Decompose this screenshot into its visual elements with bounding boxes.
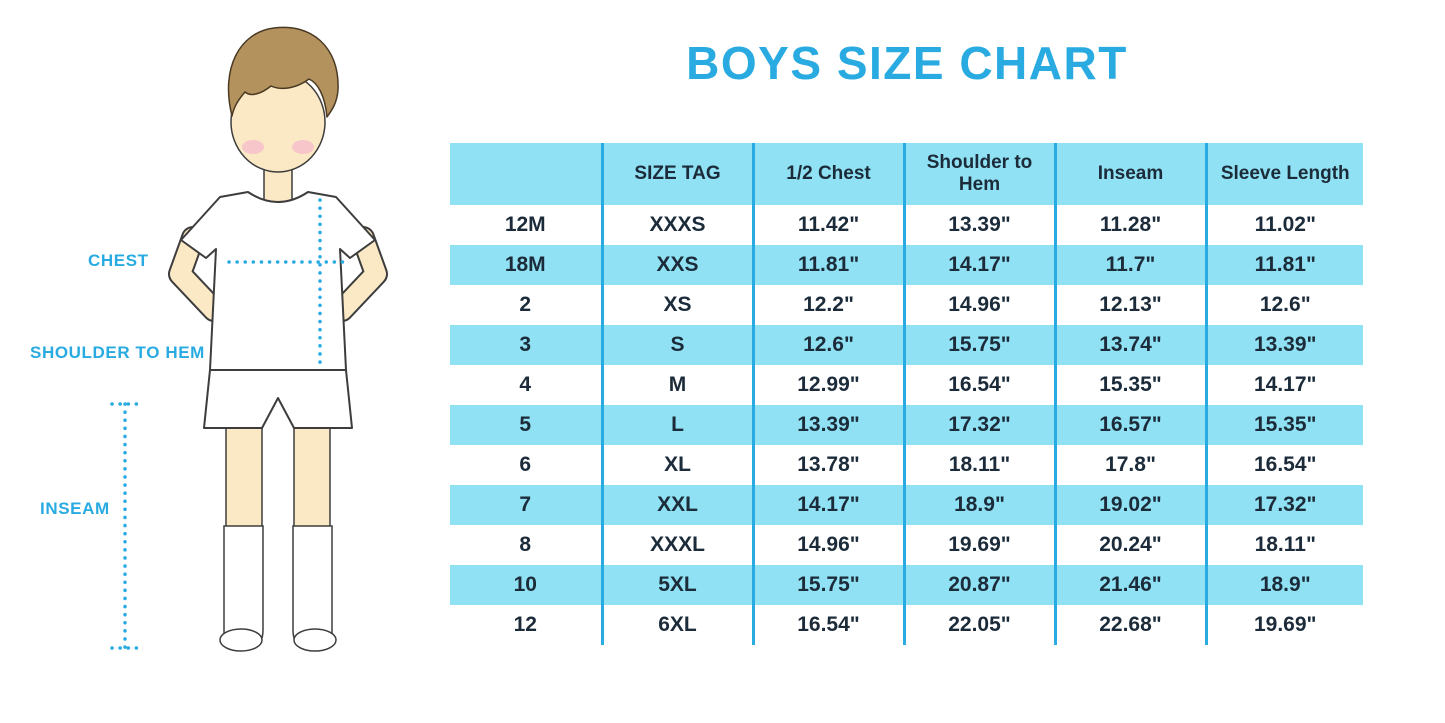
measurement-cell: L bbox=[600, 405, 753, 445]
table-row: 2 XS 12.2" 14.96" 12.13" 12.6" bbox=[450, 285, 1363, 325]
measurement-cell: 14.96" bbox=[902, 285, 1055, 325]
size-label-cell: 10 bbox=[513, 573, 537, 596]
column-header-inseam: Inseam bbox=[1053, 143, 1206, 205]
table-row: 4 M 12.99" 16.54" 15.35" 14.17" bbox=[450, 365, 1363, 405]
measurement-cell: 13.39" bbox=[902, 205, 1055, 245]
measurement-cell: 20.24" bbox=[1053, 525, 1206, 565]
measurement-cell: 22.68" bbox=[1053, 605, 1206, 645]
measurement-cell: 21.46" bbox=[1053, 565, 1206, 605]
measurement-cell: 18.9" bbox=[902, 485, 1055, 525]
measurement-cell: 19.02" bbox=[1053, 485, 1206, 525]
measurement-cell: M bbox=[600, 365, 753, 405]
table-row: 7 XXL 14.17" 18.9" 19.02" 17.32" bbox=[450, 485, 1363, 525]
measurement-cell: XXS bbox=[600, 245, 753, 285]
measurement-cell: 18.9" bbox=[1204, 565, 1363, 605]
measurement-cell: 13.78" bbox=[751, 445, 904, 485]
measurement-cell: 13.39" bbox=[1204, 325, 1363, 365]
column-header-sleeve-length: Sleeve Length bbox=[1204, 143, 1363, 205]
size-table-header: SIZE TAG 1/2 Chest Shoulder to Hem Insea… bbox=[450, 143, 1363, 205]
size-label-cell: 3 bbox=[519, 333, 532, 356]
measurement-cell: 5XL bbox=[600, 565, 753, 605]
size-label-cell: 7 bbox=[519, 493, 532, 516]
measurement-cell: 12.6" bbox=[1204, 285, 1363, 325]
measurement-cell: 22.05" bbox=[902, 605, 1055, 645]
measurement-cell: 15.75" bbox=[751, 565, 904, 605]
measurement-cell: 14.17" bbox=[902, 245, 1055, 285]
measurement-cell: 12.13" bbox=[1053, 285, 1206, 325]
size-label-cell: 2 bbox=[519, 293, 532, 316]
size-label-cell: 4 bbox=[519, 373, 532, 396]
measurement-cell: 16.54" bbox=[1204, 445, 1363, 485]
table-row: 12M XXXS 11.42" 13.39" 11.28" 11.02" bbox=[450, 205, 1363, 245]
table-row: 12 6XL 16.54" 22.05" 22.68" 19.69" bbox=[450, 605, 1363, 645]
measurement-cell: 12.2" bbox=[751, 285, 904, 325]
size-label-cell: 6 bbox=[519, 453, 532, 476]
column-header-shoulder-to-hem: Shoulder to Hem bbox=[902, 143, 1055, 205]
column-header-size-tag: SIZE TAG bbox=[600, 143, 753, 205]
size-label-cell: 12 bbox=[513, 613, 537, 636]
size-chart-table: SIZE TAG 1/2 Chest Shoulder to Hem Insea… bbox=[450, 143, 1363, 645]
size-label-cell: 18M bbox=[504, 253, 546, 276]
measurement-cell: XXL bbox=[600, 485, 753, 525]
measurement-cell: 18.11" bbox=[902, 445, 1055, 485]
measurement-cell: 14.17" bbox=[1204, 365, 1363, 405]
size-label-cell: 5 bbox=[519, 413, 532, 436]
measurement-cell: 13.39" bbox=[751, 405, 904, 445]
column-header-size bbox=[450, 143, 602, 205]
measurement-cell: 11.42" bbox=[751, 205, 904, 245]
measurement-cell: XS bbox=[600, 285, 753, 325]
measurement-cell: 14.17" bbox=[751, 485, 904, 525]
table-row: 6 XL 13.78" 18.11" 17.8" 16.54" bbox=[450, 445, 1363, 485]
boy-figure-illustration bbox=[110, 26, 388, 652]
table-row: 8 XXXL 14.96" 19.69" 20.24" 18.11" bbox=[450, 525, 1363, 565]
measurement-cell: 17.8" bbox=[1053, 445, 1206, 485]
measurement-cell: 15.35" bbox=[1053, 365, 1206, 405]
measurement-cell: 17.32" bbox=[902, 405, 1055, 445]
measurement-cell: 19.69" bbox=[902, 525, 1055, 565]
size-label-cell: 12M bbox=[504, 213, 546, 236]
measurement-cell: 11.28" bbox=[1053, 205, 1206, 245]
measurement-cell: 11.7" bbox=[1053, 245, 1206, 285]
page-title: BOYS SIZE CHART bbox=[686, 37, 1128, 89]
measurement-cell: 14.96" bbox=[751, 525, 904, 565]
inseam-label: INSEAM bbox=[40, 499, 110, 518]
measurement-cell: 19.69" bbox=[1204, 605, 1363, 645]
measurement-cell: 17.32" bbox=[1204, 485, 1363, 525]
measurement-cell: S bbox=[600, 325, 753, 365]
size-table-body: 12M XXXS 11.42" 13.39" 11.28" 11.02" 18M XXS 11.… bbox=[450, 205, 1363, 645]
measurement-cell: 20.87" bbox=[902, 565, 1055, 605]
column-header-half-chest: 1/2 Chest bbox=[751, 143, 904, 205]
measurement-cell: XL bbox=[600, 445, 753, 485]
measurement-cell: 12.6" bbox=[751, 325, 904, 365]
measurement-cell: 18.11" bbox=[1204, 525, 1363, 565]
chest-label: CHEST bbox=[88, 251, 149, 270]
measurement-cell: 16.54" bbox=[751, 605, 904, 645]
measurement-cell: 15.35" bbox=[1204, 405, 1363, 445]
size-chart-table-container: SIZE TAG 1/2 Chest Shoulder to Hem Insea… bbox=[450, 143, 1363, 645]
measurement-cell: 6XL bbox=[600, 605, 753, 645]
measurement-cell: 12.99" bbox=[751, 365, 904, 405]
table-row: 18M XXS 11.81" 14.17" 11.7" 11.81" bbox=[450, 245, 1363, 285]
table-row: 5 L 13.39" 17.32" 16.57" 15.35" bbox=[450, 405, 1363, 445]
shoulder-to-hem-label: SHOULDER TO HEM bbox=[30, 343, 205, 362]
measurement-cell: 16.54" bbox=[902, 365, 1055, 405]
measurement-cell: 11.02" bbox=[1204, 205, 1363, 245]
table-row: 3 S 12.6" 15.75" 13.74" 13.39" bbox=[450, 325, 1363, 365]
header-row: SIZE TAG 1/2 Chest Shoulder to Hem Insea… bbox=[450, 143, 1363, 205]
measurement-figure: CHEST SHOULDER TO HEM INSEAM bbox=[0, 0, 450, 723]
size-label-cell: 8 bbox=[519, 533, 532, 556]
measurement-cell: 13.74" bbox=[1053, 325, 1206, 365]
measurement-cell: 15.75" bbox=[902, 325, 1055, 365]
table-row: 10 5XL 15.75" 20.87" 21.46" 18.9" bbox=[450, 565, 1363, 605]
measurement-cell: XXXS bbox=[600, 205, 753, 245]
measurement-cell: 11.81" bbox=[751, 245, 904, 285]
measurement-cell: XXXL bbox=[600, 525, 753, 565]
measurement-cell: 11.81" bbox=[1204, 245, 1363, 285]
measurement-cell: 16.57" bbox=[1053, 405, 1206, 445]
measurement-guide-lines bbox=[110, 198, 346, 650]
